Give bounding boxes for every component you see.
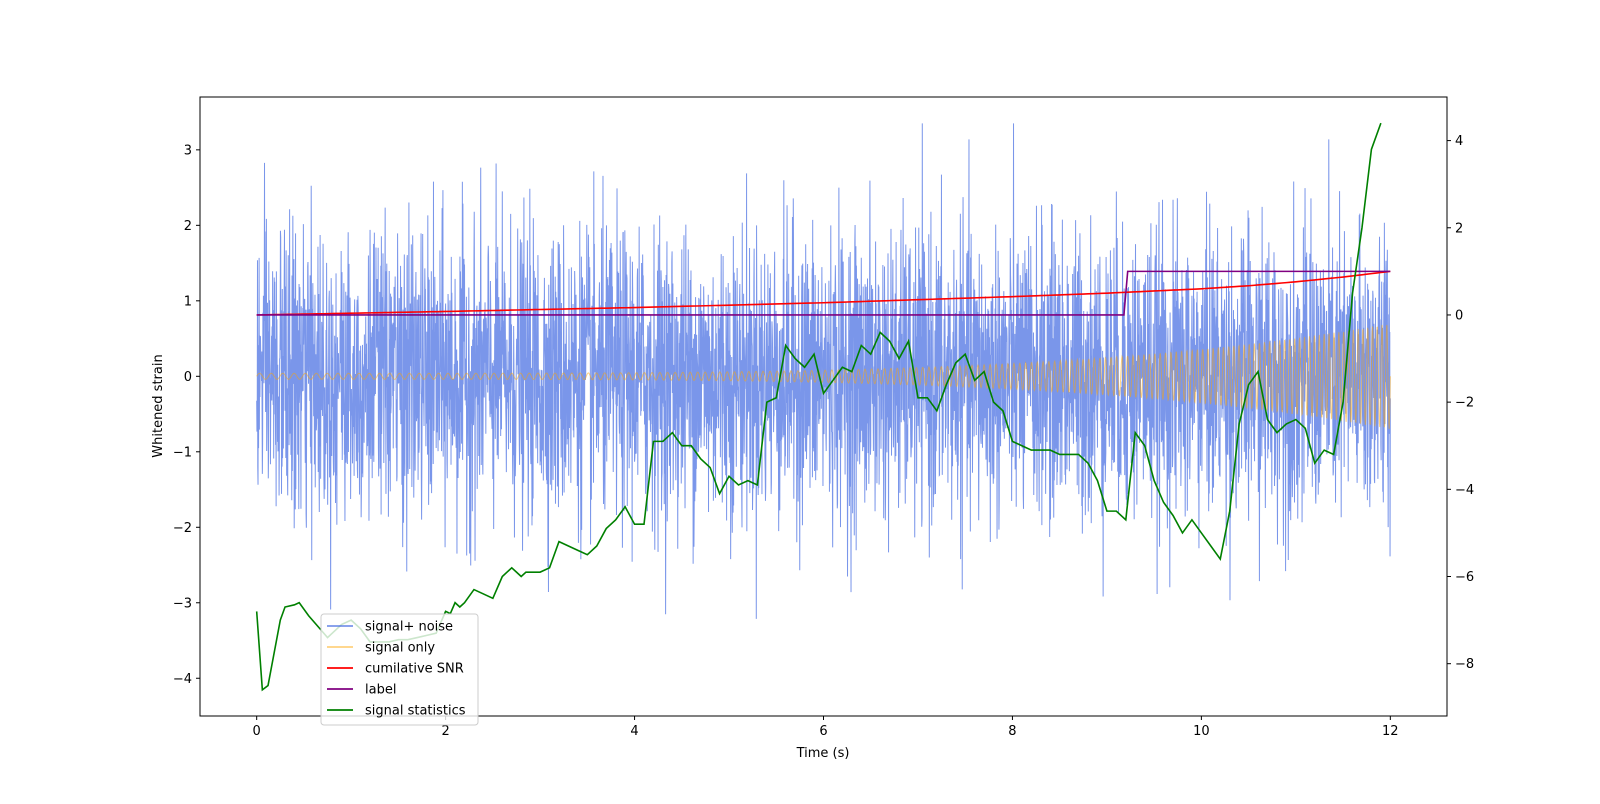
y-right-axis-ticks: −8 −6 −4 −2 0 2 4 (1447, 134, 1474, 672)
y-tick-label: −3 (173, 596, 192, 611)
legend-entry-label: label (365, 683, 396, 698)
series-label-line (256, 270, 1391, 316)
y-tick-label: −4 (173, 672, 192, 687)
y-right-tick-label: −2 (1455, 396, 1474, 411)
x-axis-label: Time (s) (796, 746, 850, 761)
y-right-tick-label: −8 (1455, 657, 1474, 672)
x-tick-label: 6 (819, 724, 827, 739)
y-right-tick-label: −6 (1455, 570, 1474, 585)
x-tick-label: 10 (1193, 724, 1210, 739)
series-cumilative-snr-line (256, 270, 1391, 316)
x-tick-label: 8 (1008, 724, 1016, 739)
y-tick-label: 0 (184, 370, 192, 385)
y-tick-label: 1 (184, 294, 192, 309)
y-right-tick-label: 0 (1455, 308, 1463, 323)
y-axis-label: Whitened strain (151, 354, 166, 457)
y-axis-ticks: −4 −3 −2 −1 0 1 2 3 (173, 143, 200, 687)
legend-entry-label: signal+ noise (365, 620, 453, 635)
y-right-tick-label: 2 (1455, 221, 1463, 236)
y-tick-label: −2 (173, 521, 192, 536)
series-layer (255, 122, 1391, 692)
y-tick-label: −1 (173, 445, 192, 460)
series-signal-only-line (256, 324, 1391, 429)
legend-entry-label: cumilative SNR (365, 662, 464, 677)
legend-entry-label: signal statistics (365, 704, 466, 719)
x-tick-label: 2 (441, 724, 449, 739)
y-tick-label: 2 (184, 219, 192, 234)
y-right-tick-label: 4 (1455, 134, 1463, 149)
series-signal-plus-noise-line (256, 123, 1391, 619)
y-right-tick-label: −4 (1455, 483, 1474, 498)
y-tick-label: 3 (184, 143, 192, 158)
legend-box (320, 613, 479, 726)
legend: signal+ noise signal only cumilative SNR la… (320, 613, 479, 726)
x-tick-label: 0 (253, 724, 261, 739)
x-tick-label: 12 (1382, 724, 1399, 739)
x-tick-label: 4 (630, 724, 638, 739)
legend-entry-label: signal only (365, 641, 435, 656)
